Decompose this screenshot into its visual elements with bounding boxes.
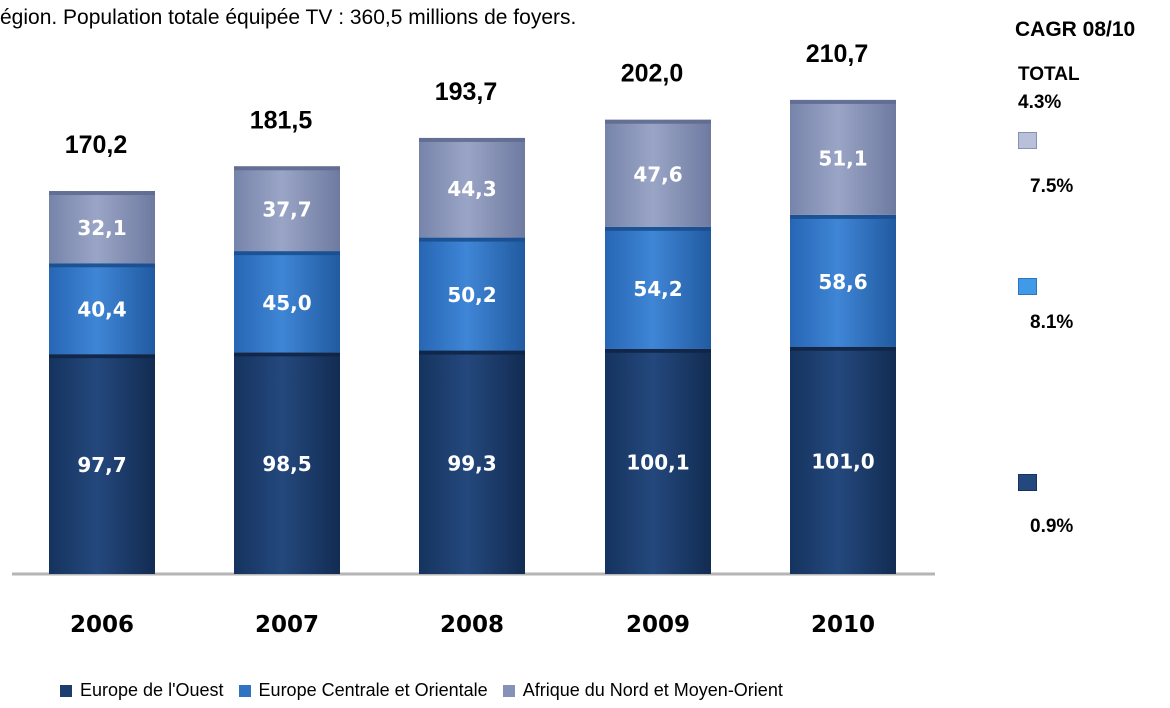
bar-value-label: 58,6 xyxy=(818,270,867,294)
bar-value-label: 40,4 xyxy=(77,298,126,322)
bar-segment xyxy=(49,263,155,355)
bar-total-label: 170,2 xyxy=(65,131,128,159)
bar-segment-edge xyxy=(605,119,711,124)
bar-segment-edge xyxy=(234,352,340,357)
bar-value-label: 98,5 xyxy=(262,452,311,476)
bar-segment xyxy=(790,346,896,574)
bar-segment-edge xyxy=(49,191,155,196)
bar-segment xyxy=(605,348,711,574)
legend-item: Europe Centrale et Orientale xyxy=(238,680,488,701)
bar-value-label: 47,6 xyxy=(633,162,682,186)
legend-item: Europe de l'Ouest xyxy=(60,680,224,701)
bar-value-label: 44,3 xyxy=(447,177,496,201)
cagr-value-europe-ouest: 0.9% xyxy=(1030,516,1074,537)
bar-segment xyxy=(234,251,340,353)
cagr-value-afrique: 7.5% xyxy=(1030,176,1074,197)
bar-segment-edge xyxy=(234,166,340,171)
cagr-total-label: TOTAL xyxy=(1018,64,1080,85)
bar-segment xyxy=(234,352,340,574)
bar-segment-edge xyxy=(790,214,896,219)
cagr-swatch-europe-ouest-icon xyxy=(1018,474,1037,491)
bar-segment xyxy=(419,350,525,574)
bar-total-label: 202,0 xyxy=(621,60,684,88)
bar-segment xyxy=(419,137,525,238)
bar-segment-edge xyxy=(234,251,340,256)
cagr-value-europe-centrale: 8.1% xyxy=(1030,312,1074,333)
legend-swatch-europe-ouest-icon xyxy=(60,684,72,697)
legend-swatch-afrique-icon xyxy=(502,684,515,697)
bar-segment xyxy=(49,191,155,264)
bar-total-label: 210,7 xyxy=(806,40,869,68)
x-tick-label: 2008 xyxy=(440,612,504,638)
bar-value-label: 97,7 xyxy=(77,453,126,477)
bar-segment-edge xyxy=(419,137,525,142)
cagr-title: CAGR 08/10 xyxy=(1015,18,1136,41)
bar-value-label: 51,1 xyxy=(818,146,867,170)
cagr-swatch-europe-centrale-icon xyxy=(1018,278,1037,295)
bar-segment-edge xyxy=(49,354,155,359)
legend-item: Afrique du Nord et Moyen-Orient xyxy=(502,680,783,701)
x-tick-label: 2006 xyxy=(70,612,134,638)
bar-segment-edge xyxy=(605,348,711,353)
bar-segment-edge xyxy=(419,350,525,355)
bar-segment-edge xyxy=(605,226,711,231)
bar-value-label: 54,2 xyxy=(633,277,682,301)
legend-label: Afrique du Nord et Moyen-Orient xyxy=(522,680,783,700)
chart-subtitle: égion. Population totale équipée TV : 36… xyxy=(0,6,577,29)
bar-segment xyxy=(605,119,711,227)
bar-segment-edge xyxy=(790,346,896,351)
bar-value-label: 100,1 xyxy=(626,450,689,474)
cagr-swatch-afrique-icon xyxy=(1018,132,1037,149)
bar-segment xyxy=(49,354,155,574)
bar-segment-edge xyxy=(49,263,155,268)
bar-segment xyxy=(419,237,525,351)
bar-segment-edge xyxy=(419,237,525,242)
bar-total-label: 193,7 xyxy=(435,78,498,106)
legend-swatch-europe-centrale-icon xyxy=(238,684,251,697)
legend-label: Europe Centrale et Orientale xyxy=(258,680,488,700)
bar-value-label: 50,2 xyxy=(447,283,496,307)
cagr-total-value: 4.3% xyxy=(1018,92,1062,113)
x-tick-label: 2009 xyxy=(626,612,690,638)
chart-legend: Europe de l'Ouest Europe Centrale et Ori… xyxy=(60,680,793,702)
bar-total-label: 181,5 xyxy=(250,106,313,134)
x-tick-label: 2007 xyxy=(255,612,319,638)
bar-segment xyxy=(605,226,711,349)
bar-segment xyxy=(790,99,896,215)
bar-value-label: 37,7 xyxy=(262,198,311,222)
bar-value-label: 32,1 xyxy=(77,216,126,240)
bar-value-label: 101,0 xyxy=(811,449,874,473)
bar-segment xyxy=(234,166,340,252)
bar-segment-edge xyxy=(790,99,896,104)
bar-value-label: 99,3 xyxy=(447,451,496,475)
bar-value-label: 45,0 xyxy=(262,291,311,315)
x-tick-label: 2010 xyxy=(811,612,875,638)
bar-segment xyxy=(790,214,896,347)
legend-label: Europe de l'Ouest xyxy=(80,680,224,700)
